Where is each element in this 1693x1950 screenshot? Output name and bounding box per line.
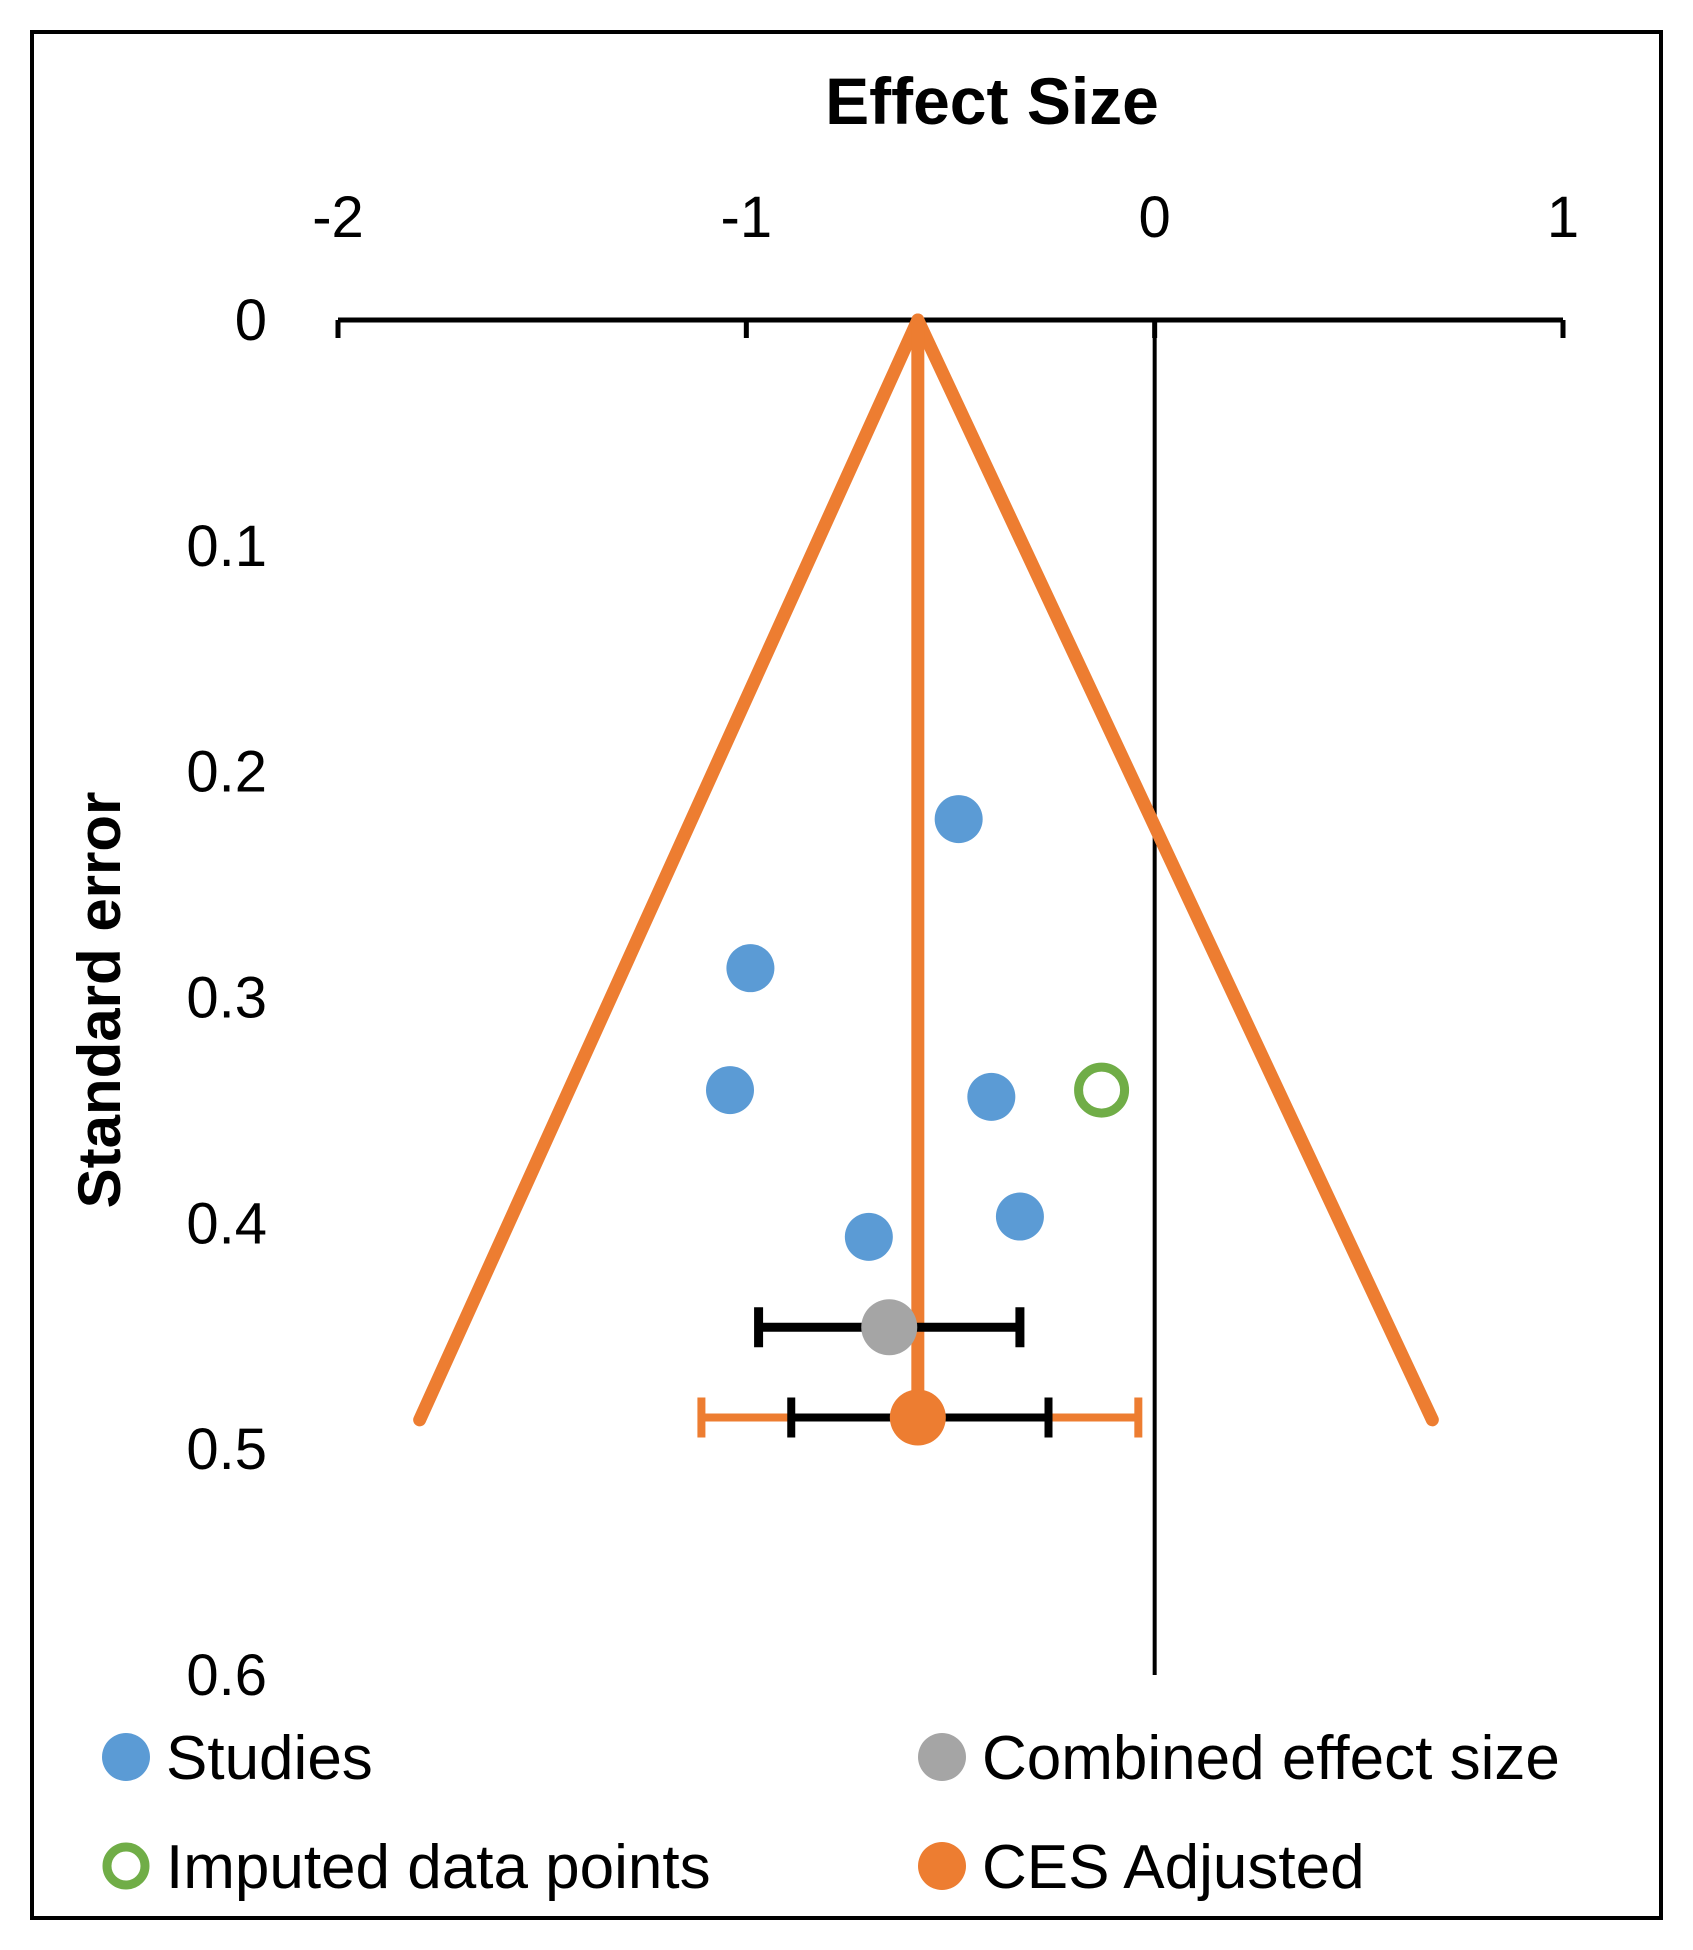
y-tick-label: 0.4 [186, 1191, 267, 1256]
chart-frame [30, 30, 1663, 1920]
y-axis-label: Standard error [66, 792, 133, 1209]
studies-point [726, 944, 775, 993]
y-tick-label: 0.2 [186, 740, 267, 805]
studies-point [706, 1066, 754, 1115]
y-tick-label: 0.6 [186, 1643, 267, 1708]
funnel-layer [413, 313, 1439, 1427]
legend-marker-studies [102, 1733, 150, 1781]
funnel-left-line [413, 313, 925, 1427]
y-tick-label: 0 [235, 288, 267, 353]
funnel-right-line [911, 313, 1439, 1427]
ces-adjusted-point [889, 1389, 946, 1446]
imputed-data-points-point [1074, 1062, 1130, 1118]
chart-title: Effect Size [825, 64, 1159, 138]
y-tick-label: 0.3 [186, 966, 267, 1031]
legend-label-combined-effect-size: Combined effect size [982, 1724, 1560, 1793]
studies-point [967, 1072, 1016, 1121]
legend-label-studies: Studies [166, 1724, 373, 1793]
y-tick-label: 0.5 [186, 1417, 267, 1482]
x-tick-label: -1 [721, 185, 773, 250]
legend-marker-combined-effect-size [918, 1733, 966, 1781]
legend-label-imputed-data-points: Imputed data points [166, 1833, 711, 1902]
studies-point [844, 1212, 893, 1261]
points-layer [706, 795, 1130, 1446]
legend: Studies Combined effect size Imputed data … [102, 1724, 1560, 1902]
y-tick-label: 0.1 [186, 514, 267, 579]
x-tick-label: 1 [1547, 185, 1579, 250]
legend-marker-ces-adjusted [918, 1842, 966, 1890]
x-tick-label: 0 [1139, 185, 1171, 250]
combined-effect-size-point [861, 1299, 918, 1356]
legend-label-ces-adjusted: CES Adjusted [982, 1833, 1365, 1902]
legend-marker-imputed-data-points [102, 1842, 150, 1890]
axes-layer: -2 -1 0 1 0 0.1 0.2 0.3 0.4 0.5 0.6 [186, 185, 1579, 1708]
studies-point [995, 1192, 1044, 1241]
x-tick-label: -2 [312, 185, 364, 250]
studies-point [934, 795, 983, 844]
